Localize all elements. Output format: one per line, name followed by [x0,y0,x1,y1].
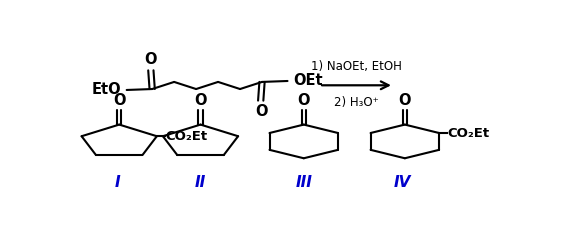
Text: O: O [255,104,268,119]
Text: CO₂Et: CO₂Et [165,130,208,143]
Text: OEt: OEt [293,73,323,88]
Text: EtO: EtO [92,82,121,97]
Text: O: O [113,93,125,108]
Text: O: O [145,52,157,67]
Text: O: O [194,93,207,108]
Text: CO₂Et: CO₂Et [447,127,489,139]
Text: O: O [399,93,411,108]
Text: 2) H₃O⁺: 2) H₃O⁺ [334,95,379,109]
Text: IV: IV [394,175,411,190]
Text: III: III [295,175,312,190]
Text: O: O [298,93,310,108]
Text: I: I [114,175,120,190]
Text: II: II [195,175,206,190]
Text: 1) NaOEt, EtOH: 1) NaOEt, EtOH [311,60,402,73]
